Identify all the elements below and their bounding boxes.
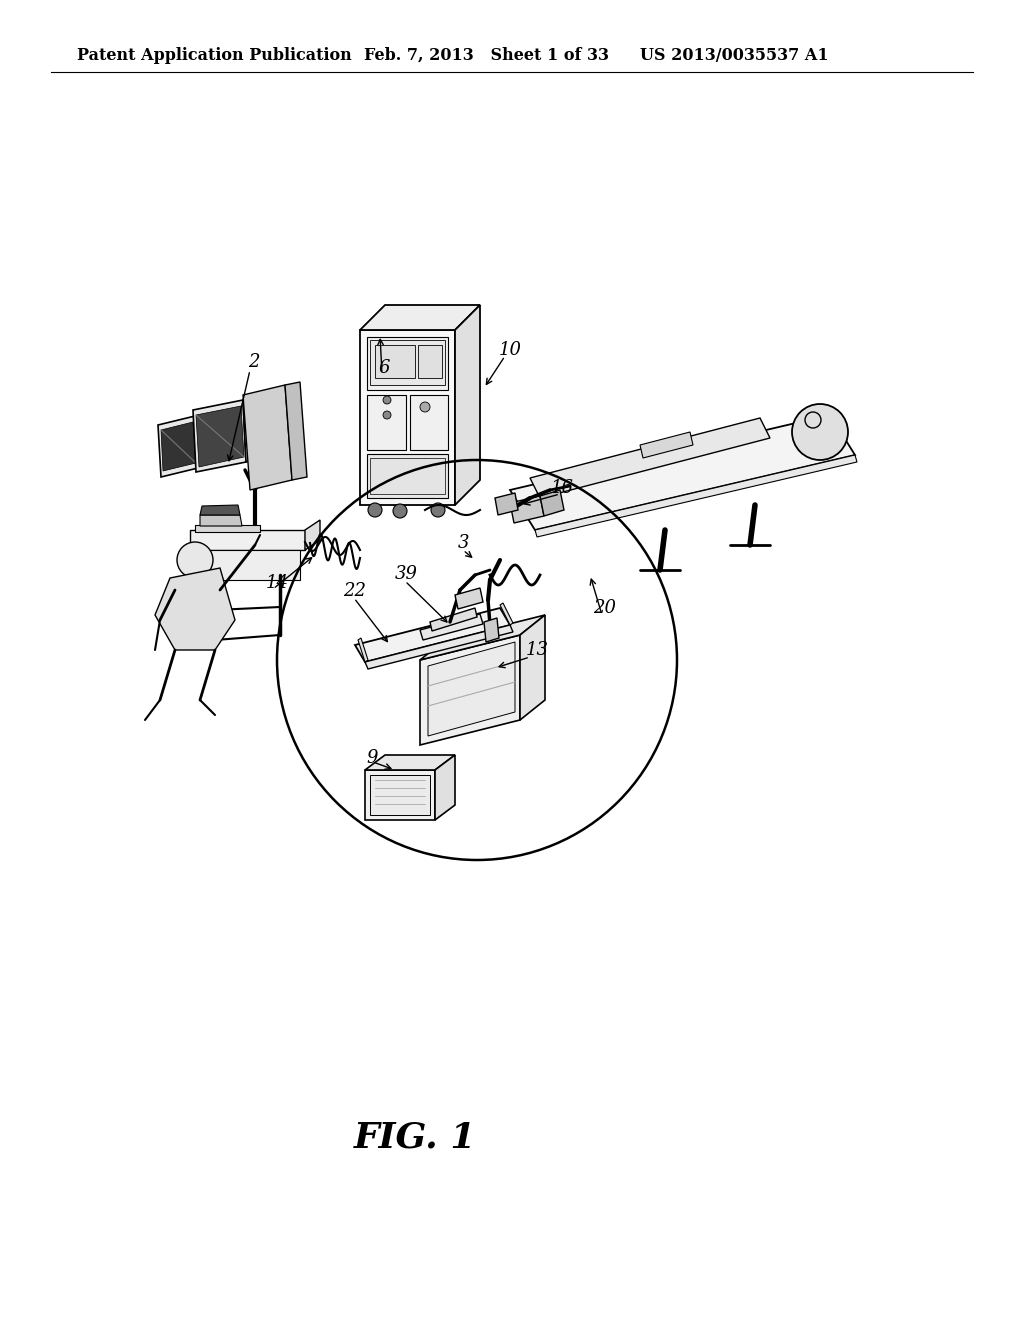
Polygon shape <box>155 568 234 649</box>
Text: 16: 16 <box>551 479 573 498</box>
Polygon shape <box>196 407 244 467</box>
Polygon shape <box>243 389 278 462</box>
Polygon shape <box>520 615 545 719</box>
Polygon shape <box>285 381 307 480</box>
Polygon shape <box>428 642 515 737</box>
Polygon shape <box>510 496 544 523</box>
Text: 9: 9 <box>367 748 378 767</box>
Circle shape <box>805 412 821 428</box>
Text: 13: 13 <box>525 642 549 659</box>
Polygon shape <box>305 520 319 550</box>
Text: 10: 10 <box>499 341 521 359</box>
Text: 39: 39 <box>394 565 418 583</box>
Polygon shape <box>495 492 518 515</box>
Polygon shape <box>420 614 483 640</box>
Polygon shape <box>243 385 292 490</box>
Text: Feb. 7, 2013   Sheet 1 of 33: Feb. 7, 2013 Sheet 1 of 33 <box>364 46 609 63</box>
Polygon shape <box>370 775 430 814</box>
Polygon shape <box>161 422 196 471</box>
Circle shape <box>177 543 213 578</box>
Circle shape <box>383 396 391 404</box>
Polygon shape <box>640 432 693 458</box>
Polygon shape <box>484 618 499 642</box>
Polygon shape <box>370 341 445 385</box>
Polygon shape <box>190 531 305 550</box>
Polygon shape <box>370 458 445 494</box>
Polygon shape <box>360 305 480 330</box>
Polygon shape <box>355 609 510 663</box>
Polygon shape <box>195 550 300 579</box>
Polygon shape <box>375 345 415 378</box>
Text: 14: 14 <box>265 574 289 591</box>
Polygon shape <box>430 609 477 631</box>
Polygon shape <box>200 515 242 525</box>
Text: 22: 22 <box>343 582 367 601</box>
Polygon shape <box>246 396 276 455</box>
Text: Patent Application Publication: Patent Application Publication <box>77 46 352 63</box>
Polygon shape <box>360 330 455 506</box>
Polygon shape <box>420 635 520 744</box>
Polygon shape <box>410 395 449 450</box>
Text: 20: 20 <box>594 599 616 616</box>
Circle shape <box>431 503 445 517</box>
Polygon shape <box>530 418 770 498</box>
Polygon shape <box>367 337 449 389</box>
Circle shape <box>420 403 430 412</box>
Polygon shape <box>418 345 442 378</box>
Text: FIG. 1: FIG. 1 <box>353 1119 476 1154</box>
Polygon shape <box>367 395 406 450</box>
Polygon shape <box>158 416 198 477</box>
Polygon shape <box>365 624 513 669</box>
Polygon shape <box>200 506 240 515</box>
Text: US 2013/0035537 A1: US 2013/0035537 A1 <box>640 46 828 63</box>
Text: 2: 2 <box>248 352 260 371</box>
Text: 6: 6 <box>378 359 390 378</box>
Circle shape <box>368 503 382 517</box>
Polygon shape <box>455 587 483 609</box>
Polygon shape <box>510 414 855 531</box>
Polygon shape <box>500 603 513 624</box>
Circle shape <box>792 404 848 459</box>
Polygon shape <box>367 454 449 498</box>
Polygon shape <box>365 770 435 820</box>
Text: 3: 3 <box>459 535 470 552</box>
Polygon shape <box>195 525 260 532</box>
Polygon shape <box>540 490 564 516</box>
Polygon shape <box>435 755 455 820</box>
Polygon shape <box>455 305 480 506</box>
Polygon shape <box>358 638 368 663</box>
Polygon shape <box>193 400 246 473</box>
Circle shape <box>383 411 391 418</box>
Polygon shape <box>535 455 857 537</box>
Circle shape <box>393 504 407 517</box>
Polygon shape <box>420 615 545 660</box>
Polygon shape <box>365 755 455 770</box>
